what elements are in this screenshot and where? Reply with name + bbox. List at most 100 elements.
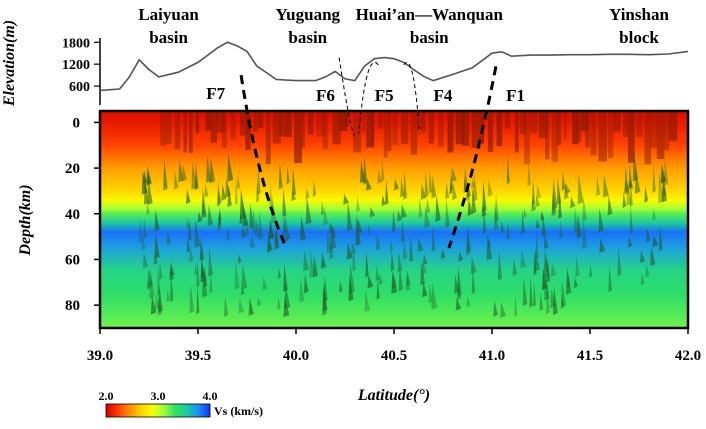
texture-streak — [627, 235, 633, 248]
texture-streak — [272, 111, 281, 144]
texture-streak — [403, 170, 408, 200]
texture-streak — [199, 236, 204, 261]
texture-streak — [398, 265, 404, 292]
elevation-line — [99, 41, 689, 92]
texture-streak — [166, 231, 172, 245]
texture-streak — [141, 233, 146, 251]
texture-streak — [284, 111, 292, 137]
texture-streak — [147, 178, 153, 205]
texture-streak — [221, 111, 227, 148]
texture-streak — [143, 176, 149, 205]
texture-streak — [255, 217, 261, 238]
texture-streak — [189, 284, 195, 314]
texture-streak — [598, 208, 604, 233]
texture-streak — [623, 111, 629, 138]
texture-streak — [656, 111, 665, 160]
texture-streak — [659, 223, 663, 252]
texture-streak — [544, 251, 549, 273]
y-tick-label: 40 — [65, 207, 80, 223]
texture-streak — [268, 218, 275, 240]
texture-streak — [194, 261, 198, 276]
texture-streak — [540, 210, 545, 222]
texture-streak — [323, 205, 329, 226]
y-tick-label: 80 — [65, 298, 80, 314]
texture-streak — [644, 111, 652, 165]
texture-streak — [471, 178, 475, 189]
x-tick-label: 42.0 — [675, 348, 701, 364]
texture-streak — [622, 191, 627, 209]
velocity-section: 39.0 39.5 40.0 40.5 41.0 41.5 42.0 0 20 40 60 80 D… — [17, 57, 701, 404]
texture-streak — [559, 219, 564, 240]
elevation-y-ticks: 600 1200 1800 — [62, 36, 100, 95]
texture-streak — [552, 177, 558, 210]
texture-streak — [344, 111, 349, 127]
texture-streak — [536, 184, 542, 200]
texture-streak — [194, 162, 199, 191]
texture-streak — [552, 285, 558, 316]
texture-streak — [153, 251, 158, 266]
texture-streak — [626, 182, 632, 206]
texture-streak — [249, 203, 254, 229]
texture-streak — [139, 217, 143, 244]
texture-streak — [624, 165, 629, 193]
texture-streak — [418, 197, 423, 219]
texture-streak — [462, 111, 470, 146]
texture-streak — [663, 111, 670, 151]
texture-streak — [424, 206, 431, 228]
texture-streak — [150, 295, 157, 315]
texture-streak — [278, 162, 283, 190]
texture-streak — [146, 166, 152, 186]
texture-streak — [375, 233, 381, 251]
region-label-line: Yuguang — [275, 5, 340, 24]
texture-streak — [163, 159, 168, 191]
texture-streak — [426, 198, 431, 214]
texture-streak — [226, 226, 230, 242]
texture-streak — [348, 275, 354, 302]
texture-streak — [471, 187, 477, 215]
texture-streak — [239, 111, 249, 136]
texture-streak — [454, 274, 459, 294]
texture-streak — [661, 177, 668, 203]
texture-streak — [658, 172, 664, 204]
texture-streak — [186, 189, 191, 204]
texture-streak — [582, 219, 587, 249]
texture-streak — [349, 262, 355, 294]
texture-streak — [350, 241, 357, 255]
texture-streak — [494, 194, 499, 223]
texture-streak — [270, 193, 277, 225]
texture-streak — [256, 296, 262, 307]
texture-streak — [309, 250, 315, 279]
texture-streak — [560, 294, 565, 310]
texture-streak — [627, 111, 635, 163]
texture-streak — [346, 200, 353, 232]
texture-streak — [197, 211, 203, 223]
texture-streak — [201, 186, 207, 219]
texture-streak — [566, 267, 572, 295]
texture-streak — [322, 111, 329, 150]
texture-streak — [293, 111, 303, 164]
texture-streak — [149, 268, 155, 299]
texture-streak — [431, 225, 436, 253]
region-labels: Laiyuan basin Yuguang basin Huai’an—Wanquan b… — [138, 5, 669, 47]
texture-streak — [301, 111, 305, 149]
fault-label: F4 — [434, 86, 453, 105]
x-tick-label: 39.5 — [185, 348, 211, 364]
fault-label: F7 — [206, 84, 225, 103]
texture-streak — [482, 180, 487, 213]
latitude-axis-label: Latitude(°) — [357, 387, 430, 404]
texture-streak — [217, 179, 221, 207]
texture-streak — [640, 273, 645, 286]
texture-streak — [205, 111, 212, 131]
texture-streak — [486, 233, 493, 261]
texture-streak — [186, 218, 190, 230]
texture-streak — [275, 229, 279, 244]
texture-streak — [570, 196, 576, 209]
texture-streak — [500, 301, 506, 318]
texture-streak — [282, 187, 287, 218]
texture-streak — [206, 155, 212, 184]
texture-streak — [375, 264, 380, 282]
texture-streak — [519, 111, 527, 135]
texture-streak — [441, 248, 446, 260]
texture-streak — [365, 250, 369, 278]
